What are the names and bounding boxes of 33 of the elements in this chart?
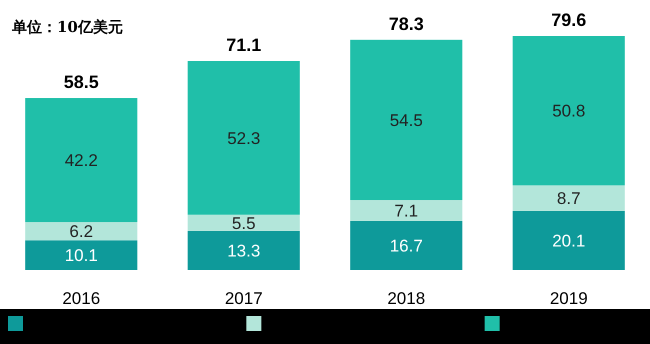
bar xyxy=(350,40,462,200)
bar xyxy=(512,210,625,270)
bar xyxy=(512,185,625,211)
x-tick-label: 2017 xyxy=(224,289,263,308)
data-label: 42.2 xyxy=(64,151,98,170)
data-label: 10.1 xyxy=(64,246,98,266)
data-label: 13.3 xyxy=(227,241,260,260)
x-tick-label: 2018 xyxy=(387,289,426,308)
data-label: 54.5 xyxy=(390,110,423,130)
total-label: 58.5 xyxy=(64,72,99,92)
bar xyxy=(188,60,300,215)
data-label: 16.7 xyxy=(390,236,423,256)
bar xyxy=(350,200,462,221)
text: 单位：10亿美元 xyxy=(11,18,123,36)
bar xyxy=(25,98,138,222)
bar xyxy=(350,220,462,270)
x-tick-label: 2016 xyxy=(62,289,100,308)
data-label: 7.1 xyxy=(394,201,418,220)
bar xyxy=(512,36,625,186)
x-tick-label: 2019 xyxy=(550,289,588,308)
data-label: 52.3 xyxy=(227,128,260,148)
data-label: 50.8 xyxy=(552,102,586,121)
data-label: 8.7 xyxy=(556,189,581,208)
bar xyxy=(188,214,300,231)
data-label: 5.5 xyxy=(232,214,256,233)
bar xyxy=(188,230,300,270)
total-label: 71.1 xyxy=(226,34,262,55)
total-label: 79.6 xyxy=(551,10,586,30)
bar xyxy=(25,222,138,240)
data-label: 6.2 xyxy=(69,222,94,242)
bar xyxy=(25,240,138,270)
data-label: 20.1 xyxy=(552,231,586,250)
total-label: 78.3 xyxy=(388,14,424,34)
